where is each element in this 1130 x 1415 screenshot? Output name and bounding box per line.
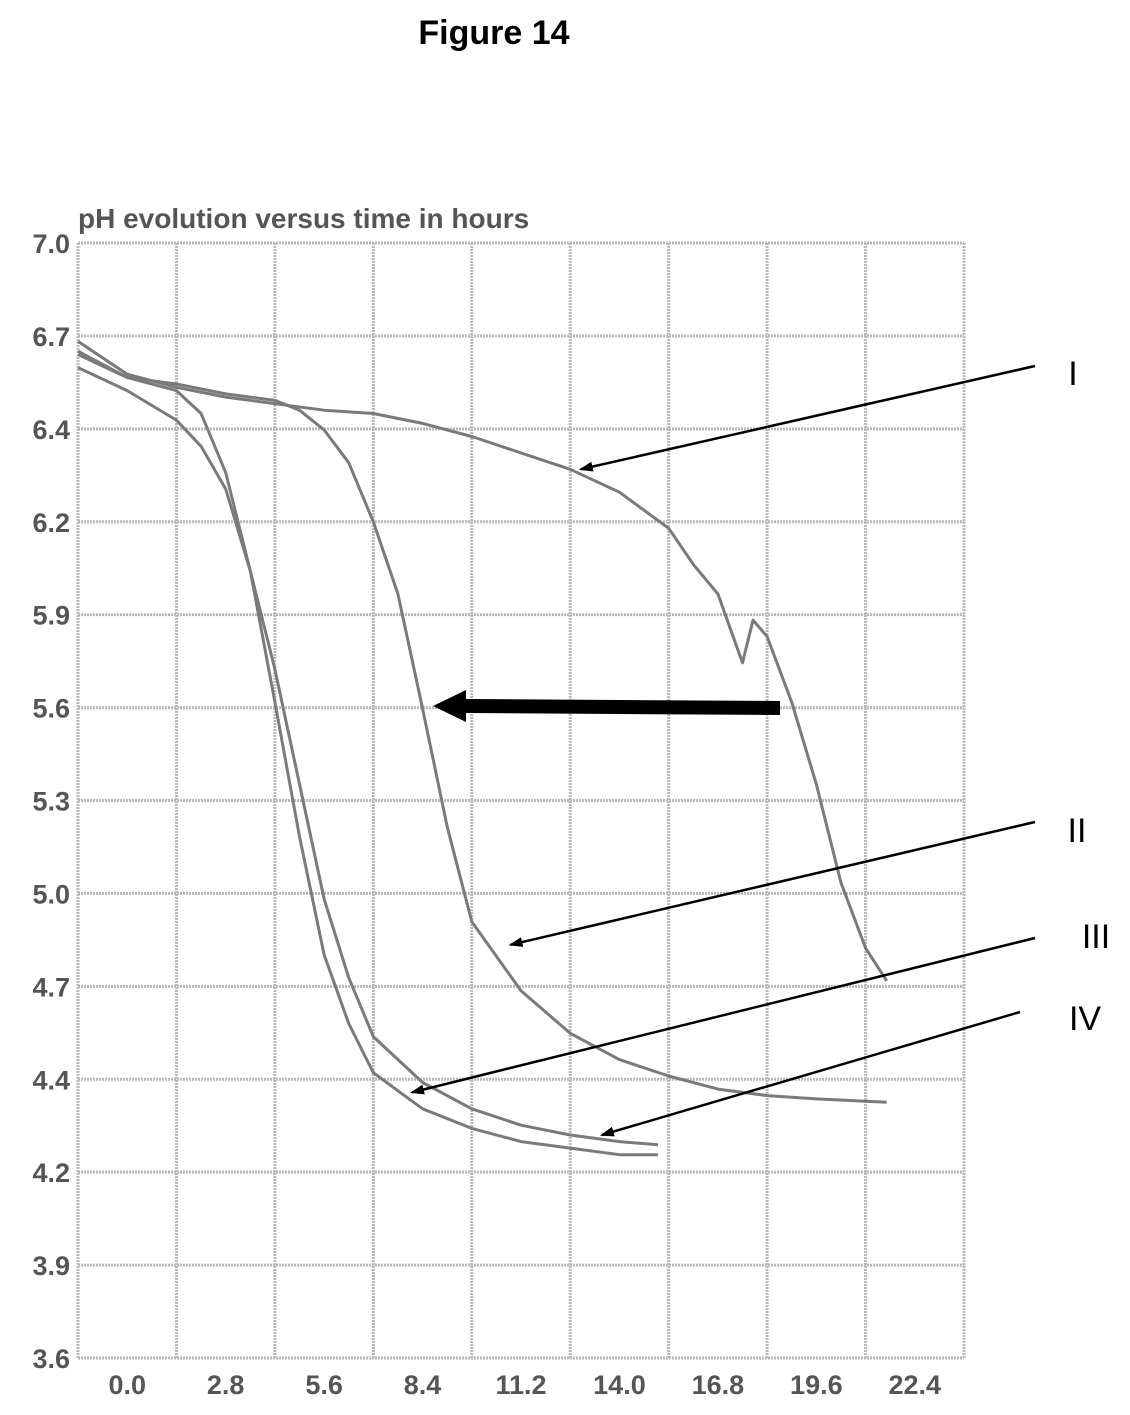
y-tick-label: 5.9 xyxy=(32,601,70,631)
series-line-ii xyxy=(77,349,887,1104)
y-tick-label: 3.6 xyxy=(32,1344,70,1374)
y-tick-label: 7.0 xyxy=(32,229,70,259)
x-tick-label: 11.2 xyxy=(495,1370,546,1400)
y-tick-label: 6.7 xyxy=(32,322,70,352)
y-tick-label: 5.6 xyxy=(32,694,70,724)
annotation-arrow-ii xyxy=(508,820,1036,947)
series-line-iv xyxy=(77,353,659,1147)
x-tick-label: 5.6 xyxy=(305,1370,343,1400)
curve-label-ii: II xyxy=(1068,812,1087,850)
x-tick-label: 14.0 xyxy=(593,1370,646,1400)
annotation-arrow-iii xyxy=(410,936,1036,1095)
annotation-arrow-i xyxy=(578,364,1036,472)
y-tick-label: 5.3 xyxy=(32,787,70,817)
chart-title: pH evolution versus time in hours xyxy=(78,203,529,234)
x-tick-label: 19.6 xyxy=(790,1370,843,1400)
series-line-iii xyxy=(77,366,659,1157)
annotation-arrow-iv xyxy=(599,1010,1021,1137)
x-tick-label: 16.8 xyxy=(692,1370,745,1400)
shift-arrow xyxy=(433,690,780,722)
x-tick-label: 22.4 xyxy=(888,1370,941,1400)
curve-label-iv: IV xyxy=(1069,1000,1101,1038)
y-tick-label: 3.9 xyxy=(32,1251,70,1281)
x-tick-label: 2.8 xyxy=(207,1370,245,1400)
figure-title: Figure 14 xyxy=(418,14,570,52)
grid xyxy=(76,241,966,1360)
curve-label-iii: III xyxy=(1082,918,1110,956)
y-tick-label: 4.2 xyxy=(32,1158,70,1188)
y-axis-ticks: 7.0 6.7 6.4 6.2 5.9 5.6 5.3 5.0 4.7 4.4 4.2 3.9 3.6 xyxy=(32,229,70,1374)
curve-label-i: I xyxy=(1068,355,1077,393)
y-tick-label: 4.4 xyxy=(32,1065,70,1095)
x-tick-label: 0.0 xyxy=(108,1370,146,1400)
y-tick-label: 5.0 xyxy=(32,879,70,909)
y-tick-label: 6.2 xyxy=(32,508,70,538)
x-axis-ticks: 0.0 2.8 5.6 8.4 11.2 14.0 16.8 19.6 22.4 xyxy=(108,1370,941,1400)
y-tick-label: 4.7 xyxy=(32,972,70,1002)
y-tick-label: 6.4 xyxy=(32,415,70,445)
x-tick-label: 8.4 xyxy=(404,1370,442,1400)
series-line-i xyxy=(77,340,888,982)
series-lines xyxy=(77,340,888,1157)
